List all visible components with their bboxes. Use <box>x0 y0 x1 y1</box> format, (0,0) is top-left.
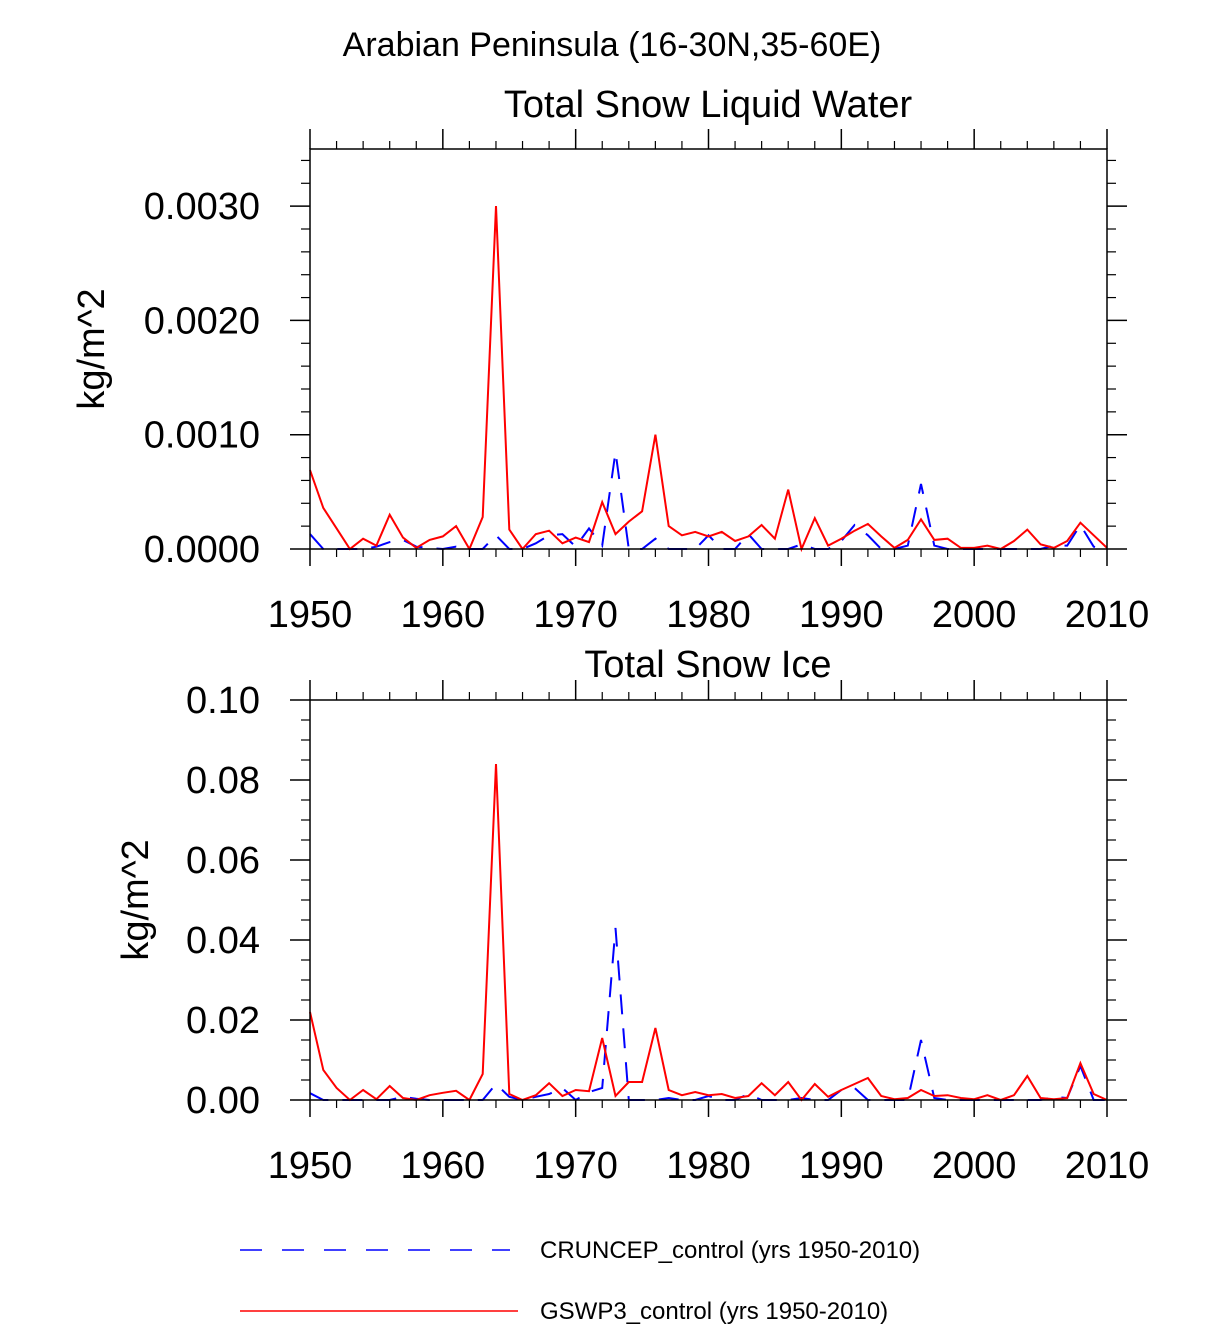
y-tick-label: 0.10 <box>186 680 260 722</box>
y-tick-label: 0.06 <box>186 840 260 882</box>
x-tick-label: 2000 <box>932 594 1017 636</box>
x-tick-label: 1960 <box>401 1145 486 1187</box>
x-tick-label: 1980 <box>666 1145 751 1187</box>
y-tick-label: 0.0010 <box>144 415 260 457</box>
series-line-gswp3 <box>309 763 1108 1102</box>
series-line-cruncep <box>309 451 1108 551</box>
panel-1: Total Snow Liquid Water kg/m^2 1950 1960 1… <box>71 84 1149 636</box>
x-tick-label: 1970 <box>533 1145 618 1187</box>
x-tick-label: 1950 <box>268 1145 353 1187</box>
panel-2-title: Total Snow Ice <box>584 644 831 686</box>
series-line-gswp3 <box>309 206 1108 553</box>
y-tick-label: 0.0030 <box>144 186 260 228</box>
x-tick-label: 2000 <box>932 1145 1017 1187</box>
legend: CRUNCEP_control (yrs 1950-2010) GSWP3_co… <box>240 1237 920 1325</box>
x-tick-label: 1990 <box>799 594 884 636</box>
panel-1-ylabel: kg/m^2 <box>71 288 113 409</box>
panel-1-title: Total Snow Liquid Water <box>504 84 913 126</box>
y-tick-label: 0.00 <box>186 1080 260 1122</box>
x-tick-label: 1950 <box>268 594 353 636</box>
plot-frame <box>309 148 1108 550</box>
plot-frame <box>309 699 1108 1101</box>
x-tick-label: 1990 <box>799 1145 884 1187</box>
x-tick-label: 2010 <box>1065 1145 1150 1187</box>
y-tick-label: 0.0000 <box>144 529 260 571</box>
series-line-cruncep <box>309 927 1107 1102</box>
y-tick-label: 0.02 <box>186 1000 260 1042</box>
x-tick-label: 1980 <box>666 594 751 636</box>
legend-label-gswp3: GSWP3_control (yrs 1950-2010) <box>540 1298 888 1325</box>
x-tick-label: 2010 <box>1065 594 1150 636</box>
panel-2: Total Snow Ice kg/m^2 1950 1960 1970 1980 19… <box>115 644 1149 1187</box>
x-tick-label: 1960 <box>401 594 486 636</box>
y-tick-label: 0.08 <box>186 760 260 802</box>
figure-title: Arabian Peninsula (16-30N,35-60E) <box>343 26 882 64</box>
x-tick-label: 1970 <box>533 594 618 636</box>
legend-label-cruncep: CRUNCEP_control (yrs 1950-2010) <box>540 1237 920 1264</box>
panel-2-ylabel: kg/m^2 <box>115 839 157 960</box>
y-tick-label: 0.0020 <box>144 300 260 342</box>
y-tick-label: 0.04 <box>186 920 260 962</box>
